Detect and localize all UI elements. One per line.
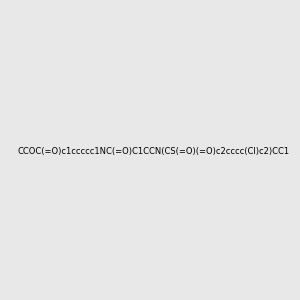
Text: CCOC(=O)c1ccccc1NC(=O)C1CCN(CS(=O)(=O)c2cccc(Cl)c2)CC1: CCOC(=O)c1ccccc1NC(=O)C1CCN(CS(=O)(=O)c2…: [18, 147, 290, 156]
